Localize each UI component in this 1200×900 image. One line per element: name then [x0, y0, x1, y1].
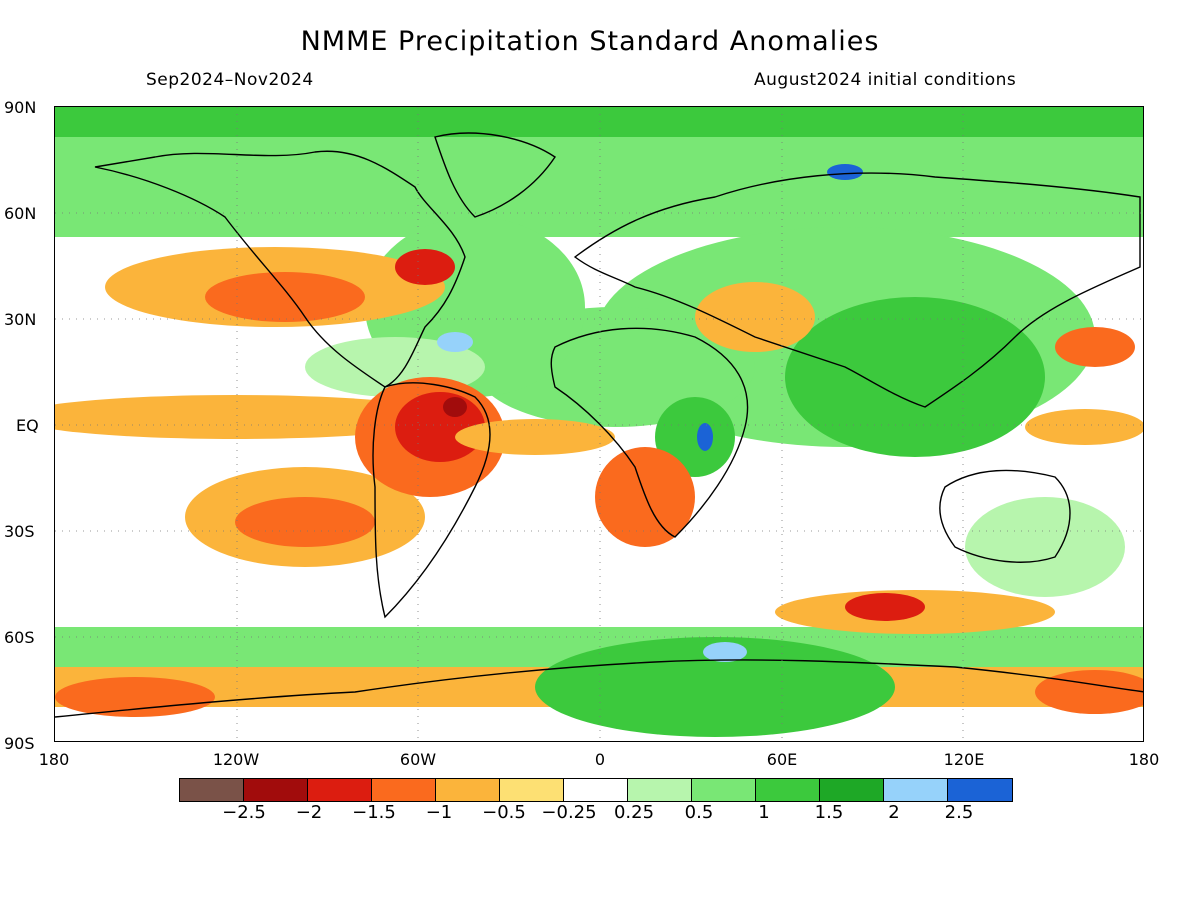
colorbar-label: 0.25: [613, 802, 655, 823]
eurasia-outline: [573, 172, 1141, 408]
greenland-outline: [434, 132, 556, 218]
colorbar-swatch: [564, 779, 628, 801]
colorbar-swatch: [948, 779, 1012, 801]
lat-label-eq: EQ: [16, 416, 39, 435]
colorbar-swatch: [628, 779, 692, 801]
north-pacific-dry-core: [205, 272, 365, 322]
colorbar-label: 1: [758, 802, 770, 823]
colorbar-label: −2.5: [222, 802, 266, 823]
lat-label-30n: 30N: [4, 310, 37, 329]
amazon-dry-extreme: [443, 397, 467, 417]
colorbar-label: 2.5: [944, 802, 974, 823]
colorbar-label: 2: [888, 802, 900, 823]
colorbar-label: −1.5: [352, 802, 396, 823]
arctic-band-dark: [55, 107, 1143, 137]
middle-east-dry: [695, 282, 815, 352]
map-canvas: [55, 107, 1143, 741]
colorbar-swatch: [308, 779, 372, 801]
antarctic-wet: [535, 637, 895, 737]
lon-label-180w: 180: [38, 750, 70, 769]
lat-label-90s: 90S: [4, 734, 35, 753]
west-pacific-dry: [1025, 409, 1143, 445]
colorbar-swatch: [500, 779, 564, 801]
chart-title: NMME Precipitation Standard Anomalies: [300, 26, 880, 57]
south-pacific-dry-core: [235, 497, 375, 547]
south-indian-dry-core: [845, 593, 925, 621]
colorbar-swatch: [180, 779, 244, 801]
lake-victoria-wet: [697, 423, 713, 451]
atlantic-wet-core: [437, 332, 473, 352]
colorbar-label: −0.25: [541, 802, 597, 823]
equatorial-pacific-dry: [55, 395, 455, 439]
lon-label-120w: 120W: [212, 750, 260, 769]
southern-africa-dry: [595, 447, 695, 547]
initial-conditions: August2024 initial conditions: [754, 70, 1017, 90]
lon-label-0: 0: [594, 750, 606, 769]
north-west-pacific-dry: [1055, 327, 1135, 367]
colorbar-label: −2: [295, 802, 323, 823]
labrador-dry: [395, 249, 455, 285]
north-america-outline: [94, 150, 466, 388]
lat-label-60s: 60S: [4, 628, 35, 647]
colorbar-label: −0.5: [482, 802, 526, 823]
colorbar-label: 0.5: [684, 802, 714, 823]
lon-label-60w: 60W: [399, 750, 437, 769]
colorbar-swatch: [692, 779, 756, 801]
colorbar-swatch: [820, 779, 884, 801]
lat-label-60n: 60N: [4, 204, 37, 223]
antarctica-outline: [55, 659, 1143, 718]
coastlines: [55, 132, 1143, 718]
antarctic-wet-core: [703, 642, 747, 662]
ross-sea-dry: [1035, 670, 1143, 714]
lon-label-120e: 120E: [943, 750, 985, 769]
amundsen-dry: [55, 677, 215, 717]
lat-label-30s: 30S: [4, 522, 35, 541]
africa-outline: [550, 327, 749, 538]
colorbar-label: −1: [425, 802, 453, 823]
atlantic-dry: [455, 419, 615, 455]
colorbar-swatch: [884, 779, 948, 801]
colorbar: [179, 778, 1013, 802]
lon-label-60e: 60E: [766, 750, 798, 769]
lon-label-180e: 180: [1128, 750, 1160, 769]
forecast-period: Sep2024–Nov2024: [146, 70, 314, 90]
siberia-wet-core: [827, 164, 863, 180]
colorbar-swatch: [372, 779, 436, 801]
australia-wet: [965, 497, 1125, 597]
colorbar-swatch: [244, 779, 308, 801]
south-america-outline: [372, 382, 491, 619]
colorbar-swatch: [436, 779, 500, 801]
lat-label-90n: 90N: [4, 98, 37, 117]
australia-outline: [939, 469, 1071, 563]
colorbar-swatch: [756, 779, 820, 801]
anomaly-map: [54, 106, 1144, 742]
east-asia-wet: [785, 297, 1045, 457]
colorbar-label: 1.5: [814, 802, 844, 823]
